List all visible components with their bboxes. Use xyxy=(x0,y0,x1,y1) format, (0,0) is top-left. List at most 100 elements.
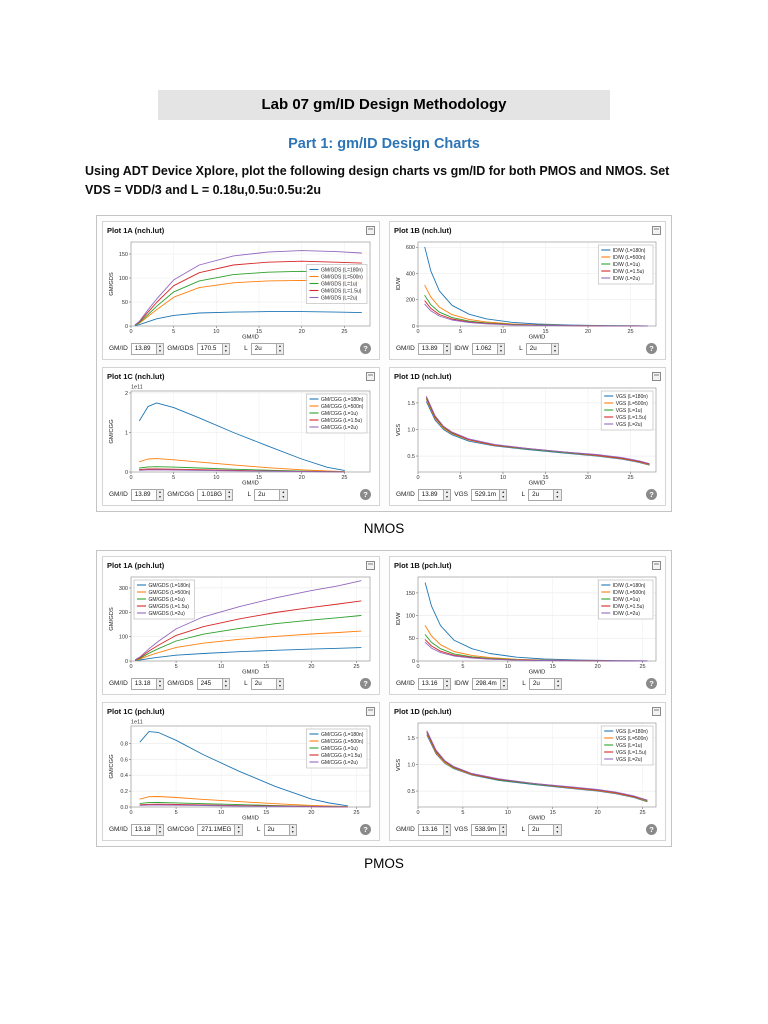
yvalue-spinbox-stepper[interactable]: ▲ ▼ xyxy=(221,343,230,354)
spin-down-icon[interactable]: ▼ xyxy=(158,494,162,499)
spin-up-icon[interactable]: ▲ xyxy=(499,343,503,348)
length-spinbox-stepper[interactable]: ▲ ▼ xyxy=(288,824,297,835)
gmid-spinbox-stepper[interactable]: ▲ ▼ xyxy=(442,343,451,354)
yvalue-spinbox[interactable]: 170.5 ▲ ▼ xyxy=(196,342,231,355)
spin-down-icon[interactable]: ▼ xyxy=(227,494,231,499)
yvalue-spinbox[interactable]: 298.4m ▲ ▼ xyxy=(471,677,509,690)
spin-down-icon[interactable]: ▼ xyxy=(501,829,505,834)
yvalue-spinbox-stepper[interactable]: ▲ ▼ xyxy=(496,343,505,354)
gmid-spinbox-stepper[interactable]: ▲ ▼ xyxy=(442,489,451,500)
length-spinbox[interactable]: 2u ▲ ▼ xyxy=(250,677,285,690)
spin-down-icon[interactable]: ▼ xyxy=(278,683,282,688)
length-spinbox-value[interactable]: 2u xyxy=(267,826,275,834)
spin-up-icon[interactable]: ▲ xyxy=(501,489,505,494)
report-icon[interactable] xyxy=(366,706,375,716)
spin-down-icon[interactable]: ▼ xyxy=(158,829,162,834)
length-spinbox-stepper[interactable]: ▲ ▼ xyxy=(279,489,287,500)
spin-down-icon[interactable]: ▼ xyxy=(556,683,560,688)
help-icon[interactable]: ? xyxy=(360,489,371,501)
yvalue-spinbox-value[interactable]: 1.062 xyxy=(475,345,492,353)
help-icon[interactable]: ? xyxy=(360,343,371,355)
help-icon[interactable]: ? xyxy=(646,489,657,501)
help-icon[interactable]: ? xyxy=(360,678,371,690)
gmid-spinbox-stepper[interactable]: ▲ ▼ xyxy=(155,824,164,835)
length-spinbox-value[interactable]: 2u xyxy=(258,491,266,499)
gmid-spinbox[interactable]: 13.18 ▲ ▼ xyxy=(130,823,165,836)
gmid-spinbox[interactable]: 13.18 ▲ ▼ xyxy=(130,677,165,690)
spin-up-icon[interactable]: ▲ xyxy=(158,824,162,829)
length-spinbox[interactable]: 2u ▲ ▼ xyxy=(528,677,563,690)
spin-down-icon[interactable]: ▼ xyxy=(224,683,228,688)
length-spinbox[interactable]: 2u ▲ ▼ xyxy=(254,488,288,501)
help-icon[interactable]: ? xyxy=(646,343,657,355)
spin-up-icon[interactable]: ▲ xyxy=(445,489,449,494)
length-spinbox-stepper[interactable]: ▲ ▼ xyxy=(275,343,284,354)
length-spinbox[interactable]: 2u ▲ ▼ xyxy=(528,488,562,501)
length-spinbox[interactable]: 2u ▲ ▼ xyxy=(528,823,562,836)
yvalue-spinbox-value[interactable]: 529.1m xyxy=(474,491,496,499)
yvalue-spinbox-stepper[interactable]: ▲ ▼ xyxy=(225,489,233,500)
help-icon[interactable]: ? xyxy=(646,824,657,836)
yvalue-spinbox-stepper[interactable]: ▲ ▼ xyxy=(499,824,507,835)
report-icon[interactable] xyxy=(366,560,375,570)
yvalue-spinbox[interactable]: 1.062 ▲ ▼ xyxy=(471,342,506,355)
length-spinbox-value[interactable]: 2u xyxy=(532,491,540,499)
yvalue-spinbox-stepper[interactable]: ▲ ▼ xyxy=(221,678,230,689)
gmid-spinbox-value[interactable]: 13.89 xyxy=(134,345,151,353)
gmid-spinbox-value[interactable]: 13.89 xyxy=(134,491,151,499)
spin-down-icon[interactable]: ▼ xyxy=(501,494,505,499)
gmid-spinbox[interactable]: 13.89 ▲ ▼ xyxy=(130,342,165,355)
yvalue-spinbox[interactable]: 538.9m ▲ ▼ xyxy=(470,823,508,836)
length-spinbox-stepper[interactable]: ▲ ▼ xyxy=(275,678,284,689)
spin-up-icon[interactable]: ▲ xyxy=(236,824,241,829)
spin-down-icon[interactable]: ▼ xyxy=(555,829,560,834)
spin-down-icon[interactable]: ▼ xyxy=(158,683,162,688)
length-spinbox-stepper[interactable]: ▲ ▼ xyxy=(553,489,561,500)
gmid-spinbox-value[interactable]: 13.16 xyxy=(421,826,438,834)
spin-down-icon[interactable]: ▼ xyxy=(555,494,560,499)
length-spinbox-value[interactable]: 2u xyxy=(529,345,537,353)
spin-up-icon[interactable]: ▲ xyxy=(227,489,231,494)
yvalue-spinbox[interactable]: 271.1MEG ▲ ▼ xyxy=(197,823,243,836)
yvalue-spinbox-stepper[interactable]: ▲ ▼ xyxy=(499,489,507,500)
gmid-spinbox-stepper[interactable]: ▲ ▼ xyxy=(155,678,164,689)
spin-up-icon[interactable]: ▲ xyxy=(556,678,560,683)
help-icon[interactable]: ? xyxy=(646,678,657,690)
gmid-spinbox-value[interactable]: 13.89 xyxy=(421,345,438,353)
help-icon[interactable]: ? xyxy=(360,824,371,836)
gmid-spinbox-stepper[interactable]: ▲ ▼ xyxy=(155,343,164,354)
gmid-spinbox[interactable]: 13.16 ▲ ▼ xyxy=(417,677,452,690)
yvalue-spinbox-stepper[interactable]: ▲ ▼ xyxy=(234,824,242,835)
spin-down-icon[interactable]: ▼ xyxy=(224,348,228,353)
report-icon[interactable] xyxy=(652,225,661,235)
gmid-spinbox[interactable]: 13.89 ▲ ▼ xyxy=(417,342,452,355)
length-spinbox-value[interactable]: 2u xyxy=(254,680,262,688)
yvalue-spinbox-value[interactable]: 538.9m xyxy=(474,826,496,834)
spin-up-icon[interactable]: ▲ xyxy=(445,678,449,683)
length-spinbox-stepper[interactable]: ▲ ▼ xyxy=(553,678,562,689)
yvalue-spinbox-value[interactable]: 298.4m xyxy=(475,680,497,688)
spin-down-icon[interactable]: ▼ xyxy=(445,348,449,353)
yvalue-spinbox[interactable]: 245 ▲ ▼ xyxy=(196,677,231,690)
length-spinbox-value[interactable]: 2u xyxy=(254,345,262,353)
spin-up-icon[interactable]: ▲ xyxy=(158,343,162,348)
spin-up-icon[interactable]: ▲ xyxy=(445,343,449,348)
report-icon[interactable] xyxy=(652,706,661,716)
length-spinbox-stepper[interactable]: ▲ ▼ xyxy=(550,343,559,354)
spin-up-icon[interactable]: ▲ xyxy=(555,489,560,494)
report-icon[interactable] xyxy=(366,225,375,235)
yvalue-spinbox-value[interactable]: 271.1MEG xyxy=(201,826,232,834)
spin-down-icon[interactable]: ▼ xyxy=(553,348,557,353)
spin-down-icon[interactable]: ▼ xyxy=(236,829,241,834)
gmid-spinbox[interactable]: 13.89 ▲ ▼ xyxy=(417,488,452,501)
spin-up-icon[interactable]: ▲ xyxy=(553,343,557,348)
spin-up-icon[interactable]: ▲ xyxy=(278,343,282,348)
gmid-spinbox[interactable]: 13.89 ▲ ▼ xyxy=(130,488,165,501)
spin-down-icon[interactable]: ▼ xyxy=(445,829,449,834)
length-spinbox-stepper[interactable]: ▲ ▼ xyxy=(553,824,561,835)
spin-down-icon[interactable]: ▼ xyxy=(291,829,295,834)
spin-up-icon[interactable]: ▲ xyxy=(555,824,560,829)
spin-up-icon[interactable]: ▲ xyxy=(502,678,506,683)
spin-up-icon[interactable]: ▲ xyxy=(224,678,228,683)
length-spinbox-value[interactable]: 2u xyxy=(532,826,540,834)
